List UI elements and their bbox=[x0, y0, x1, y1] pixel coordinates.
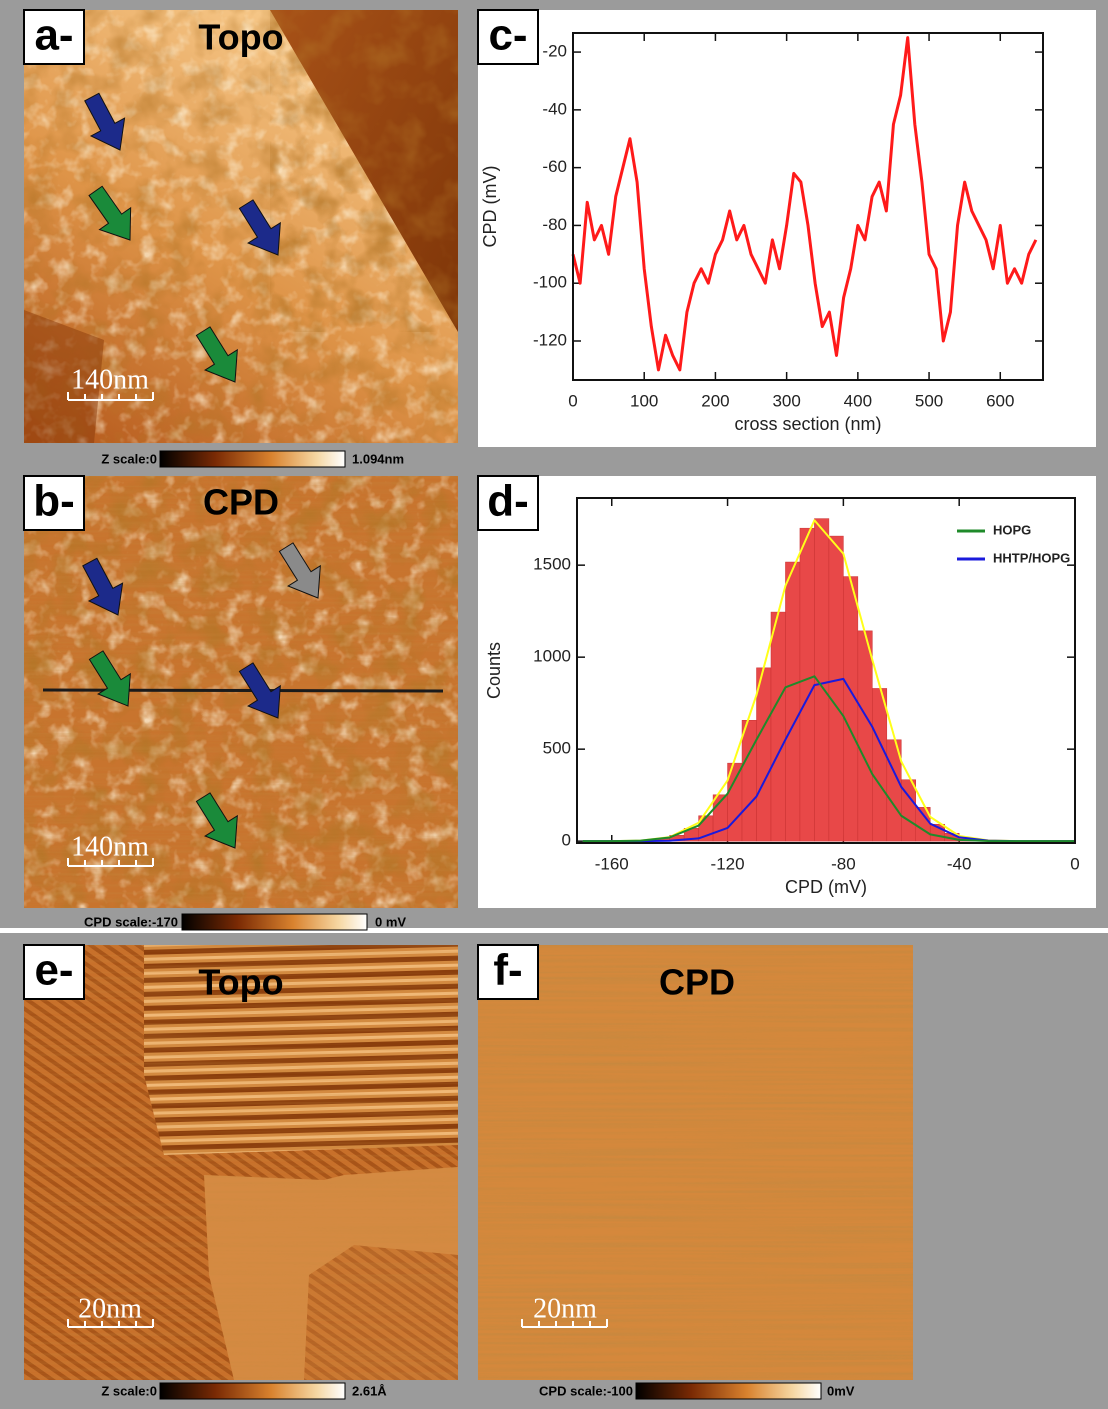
x-tick-label: 500 bbox=[915, 391, 943, 410]
histogram-bar bbox=[857, 630, 873, 842]
image-b bbox=[24, 476, 458, 908]
panel-label: a- bbox=[34, 11, 73, 60]
label-box bbox=[23, 944, 85, 1000]
x-tick-label: 0 bbox=[568, 391, 577, 410]
scale-bar-label: 140nm bbox=[71, 831, 149, 862]
x-tick-label: -40 bbox=[947, 854, 972, 873]
histogram-bar bbox=[785, 561, 801, 842]
colorbar-max: 0 mV bbox=[375, 914, 406, 929]
x-tick-label: 100 bbox=[630, 391, 658, 410]
colorbar-min: Z scale:0 bbox=[101, 451, 157, 466]
panel-title: Topo bbox=[198, 17, 283, 58]
y-tick-label: 1000 bbox=[533, 647, 571, 666]
x-axis-label: CPD (mV) bbox=[785, 877, 867, 897]
y-tick-label: 1500 bbox=[533, 555, 571, 574]
fit-curve bbox=[582, 675, 1075, 843]
line-series bbox=[571, 36, 1038, 372]
panel-title: Topo bbox=[198, 962, 283, 1003]
colorbar bbox=[181, 913, 368, 931]
label-box bbox=[477, 944, 539, 1000]
scale-bar-label: 140nm bbox=[71, 364, 149, 395]
colorbar bbox=[159, 1382, 346, 1400]
scale-bar-label: 20nm bbox=[78, 1293, 142, 1324]
y-axis-label: CPD (mV) bbox=[480, 166, 500, 248]
plot-frame bbox=[572, 32, 1044, 381]
y-tick-label: -100 bbox=[533, 273, 567, 292]
panel-label: d- bbox=[487, 477, 529, 526]
y-axis-label: Counts bbox=[484, 642, 504, 699]
x-tick-label: 300 bbox=[772, 391, 800, 410]
histogram-bar bbox=[872, 688, 888, 842]
colorbar-max: 0mV bbox=[827, 1383, 855, 1398]
plot-frame bbox=[576, 497, 1076, 844]
x-tick-label: 400 bbox=[844, 391, 872, 410]
histogram-bar bbox=[828, 535, 844, 842]
colorbar-max: 2.61Å bbox=[352, 1383, 387, 1398]
panel-label: b- bbox=[33, 477, 75, 526]
y-tick-label: -60 bbox=[542, 157, 567, 176]
x-tick-label: 0 bbox=[1070, 854, 1079, 873]
y-tick-label: 0 bbox=[562, 831, 571, 850]
image-e bbox=[24, 945, 458, 1380]
colorbar-min: CPD scale:-100 bbox=[539, 1383, 633, 1398]
panel-title: CPD bbox=[659, 962, 735, 1003]
colorbar-min: Z scale:0 bbox=[101, 1383, 157, 1398]
x-tick-label: -80 bbox=[831, 854, 856, 873]
y-tick-label: -80 bbox=[542, 215, 567, 234]
panel-label: c- bbox=[488, 11, 527, 60]
label-box bbox=[23, 475, 85, 531]
label-box bbox=[23, 9, 85, 65]
colorbar-min: CPD scale:-170 bbox=[84, 914, 178, 929]
y-tick-label: -20 bbox=[542, 42, 567, 61]
y-tick-label: -40 bbox=[542, 99, 567, 118]
label-box bbox=[477, 475, 539, 531]
colorbar bbox=[635, 1382, 822, 1400]
image-a bbox=[24, 10, 458, 443]
image-f bbox=[478, 945, 913, 1380]
y-tick-label: -120 bbox=[533, 330, 567, 349]
scale-bar-label: 20nm bbox=[533, 1293, 597, 1324]
histogram-bar bbox=[756, 667, 772, 842]
panel-label: e- bbox=[34, 946, 73, 995]
x-tick-label: 600 bbox=[986, 391, 1014, 410]
panel-title: CPD bbox=[203, 482, 279, 523]
separator bbox=[0, 928, 1108, 933]
x-tick-label: -160 bbox=[595, 854, 629, 873]
colorbar bbox=[159, 450, 346, 468]
histogram-bar bbox=[770, 611, 786, 842]
x-tick-label: 200 bbox=[701, 391, 729, 410]
histogram-bar bbox=[741, 720, 757, 842]
histogram-bar bbox=[843, 576, 859, 842]
legend-label: HOPG bbox=[993, 522, 1031, 537]
charts: 0 100 200 300 400 500 600 -120 -100 -80 -60 -40 -20 c… bbox=[480, 32, 1080, 897]
y-tick-label: 500 bbox=[543, 739, 571, 758]
x-axis-label: cross section (nm) bbox=[734, 414, 881, 434]
colorbar-max: 1.094nm bbox=[352, 451, 404, 466]
x-tick-label: -120 bbox=[711, 854, 745, 873]
legend-label: HHTP/HOPG bbox=[993, 550, 1070, 565]
panel-label: f- bbox=[493, 946, 522, 995]
label-box bbox=[477, 9, 539, 65]
histogram-bar bbox=[799, 527, 815, 842]
